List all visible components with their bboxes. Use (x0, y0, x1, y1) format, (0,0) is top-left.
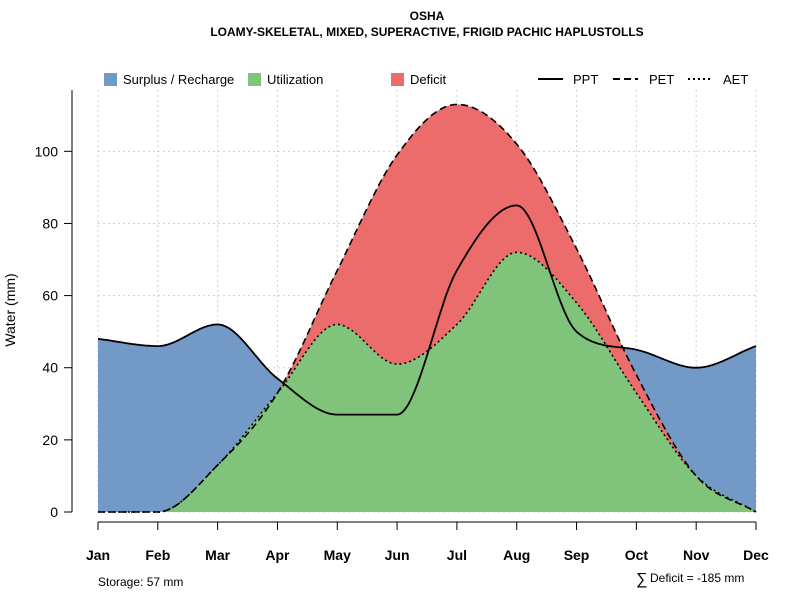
pet-line (98, 103, 757, 513)
legend-label-ppt: PPT (573, 72, 598, 87)
legend-label-surplus: Surplus / Recharge (123, 72, 234, 87)
aet-line (98, 251, 757, 513)
legend-label-aet: AET (723, 72, 748, 87)
legend-swatch-utilization (248, 73, 261, 86)
storage-annotation: Storage: 57 mm (98, 575, 183, 589)
area-layers (98, 104, 756, 513)
y-tick-label-4: 80 (42, 215, 58, 231)
x-tick-label-jan: Jan (86, 547, 110, 563)
x-tick-label-oct: Oct (625, 547, 649, 563)
x-tick-label-sep: Sep (564, 547, 590, 563)
chart-subtitle: LOAMY-SKELETAL, MIXED, SUPERACTIVE, FRIG… (210, 25, 643, 39)
legend-label-deficit: Deficit (410, 72, 447, 87)
x-tick-label-dec: Dec (743, 547, 769, 563)
ppt-line (97, 204, 757, 416)
series-lines (97, 103, 757, 513)
chart-title: OSHA (410, 9, 445, 23)
x-tick-label-jul: Jul (447, 547, 467, 563)
sum-symbol: ∑ (636, 571, 647, 588)
y-ticks: 0 20 40 60 80 100 (35, 143, 72, 520)
y-axis-label: Water (mm) (2, 273, 18, 346)
y-tick-label-0: 0 (50, 504, 58, 520)
legend-swatch-deficit (391, 73, 404, 86)
y-tick-label-3: 60 (42, 288, 58, 304)
legend-label-pet: PET (649, 72, 674, 87)
legend: Surplus / Recharge Utilization Deficit P… (104, 72, 748, 87)
x-tick-label-mar: Mar (205, 547, 230, 563)
x-tick-label-may: May (324, 547, 351, 563)
x-tick-label-apr: Apr (265, 547, 290, 563)
x-tick-label-nov: Nov (683, 547, 710, 563)
y-tick-label-2: 40 (42, 360, 58, 376)
legend-swatch-surplus (104, 73, 117, 86)
y-tick-label-5: 100 (35, 143, 59, 159)
utilization-area (98, 252, 756, 513)
x-tick-label-aug: Aug (503, 547, 530, 563)
deficit-annotation: Deficit = -185 mm (650, 571, 744, 585)
x-ticks: Jan Feb Mar Apr May Jun Jul Aug Sep Oct Nov Dec (86, 522, 769, 563)
y-tick-label-1: 20 (42, 432, 58, 448)
x-tick-label-jun: Jun (385, 547, 410, 563)
legend-label-utilization: Utilization (267, 72, 323, 87)
x-tick-label-feb: Feb (145, 547, 170, 563)
